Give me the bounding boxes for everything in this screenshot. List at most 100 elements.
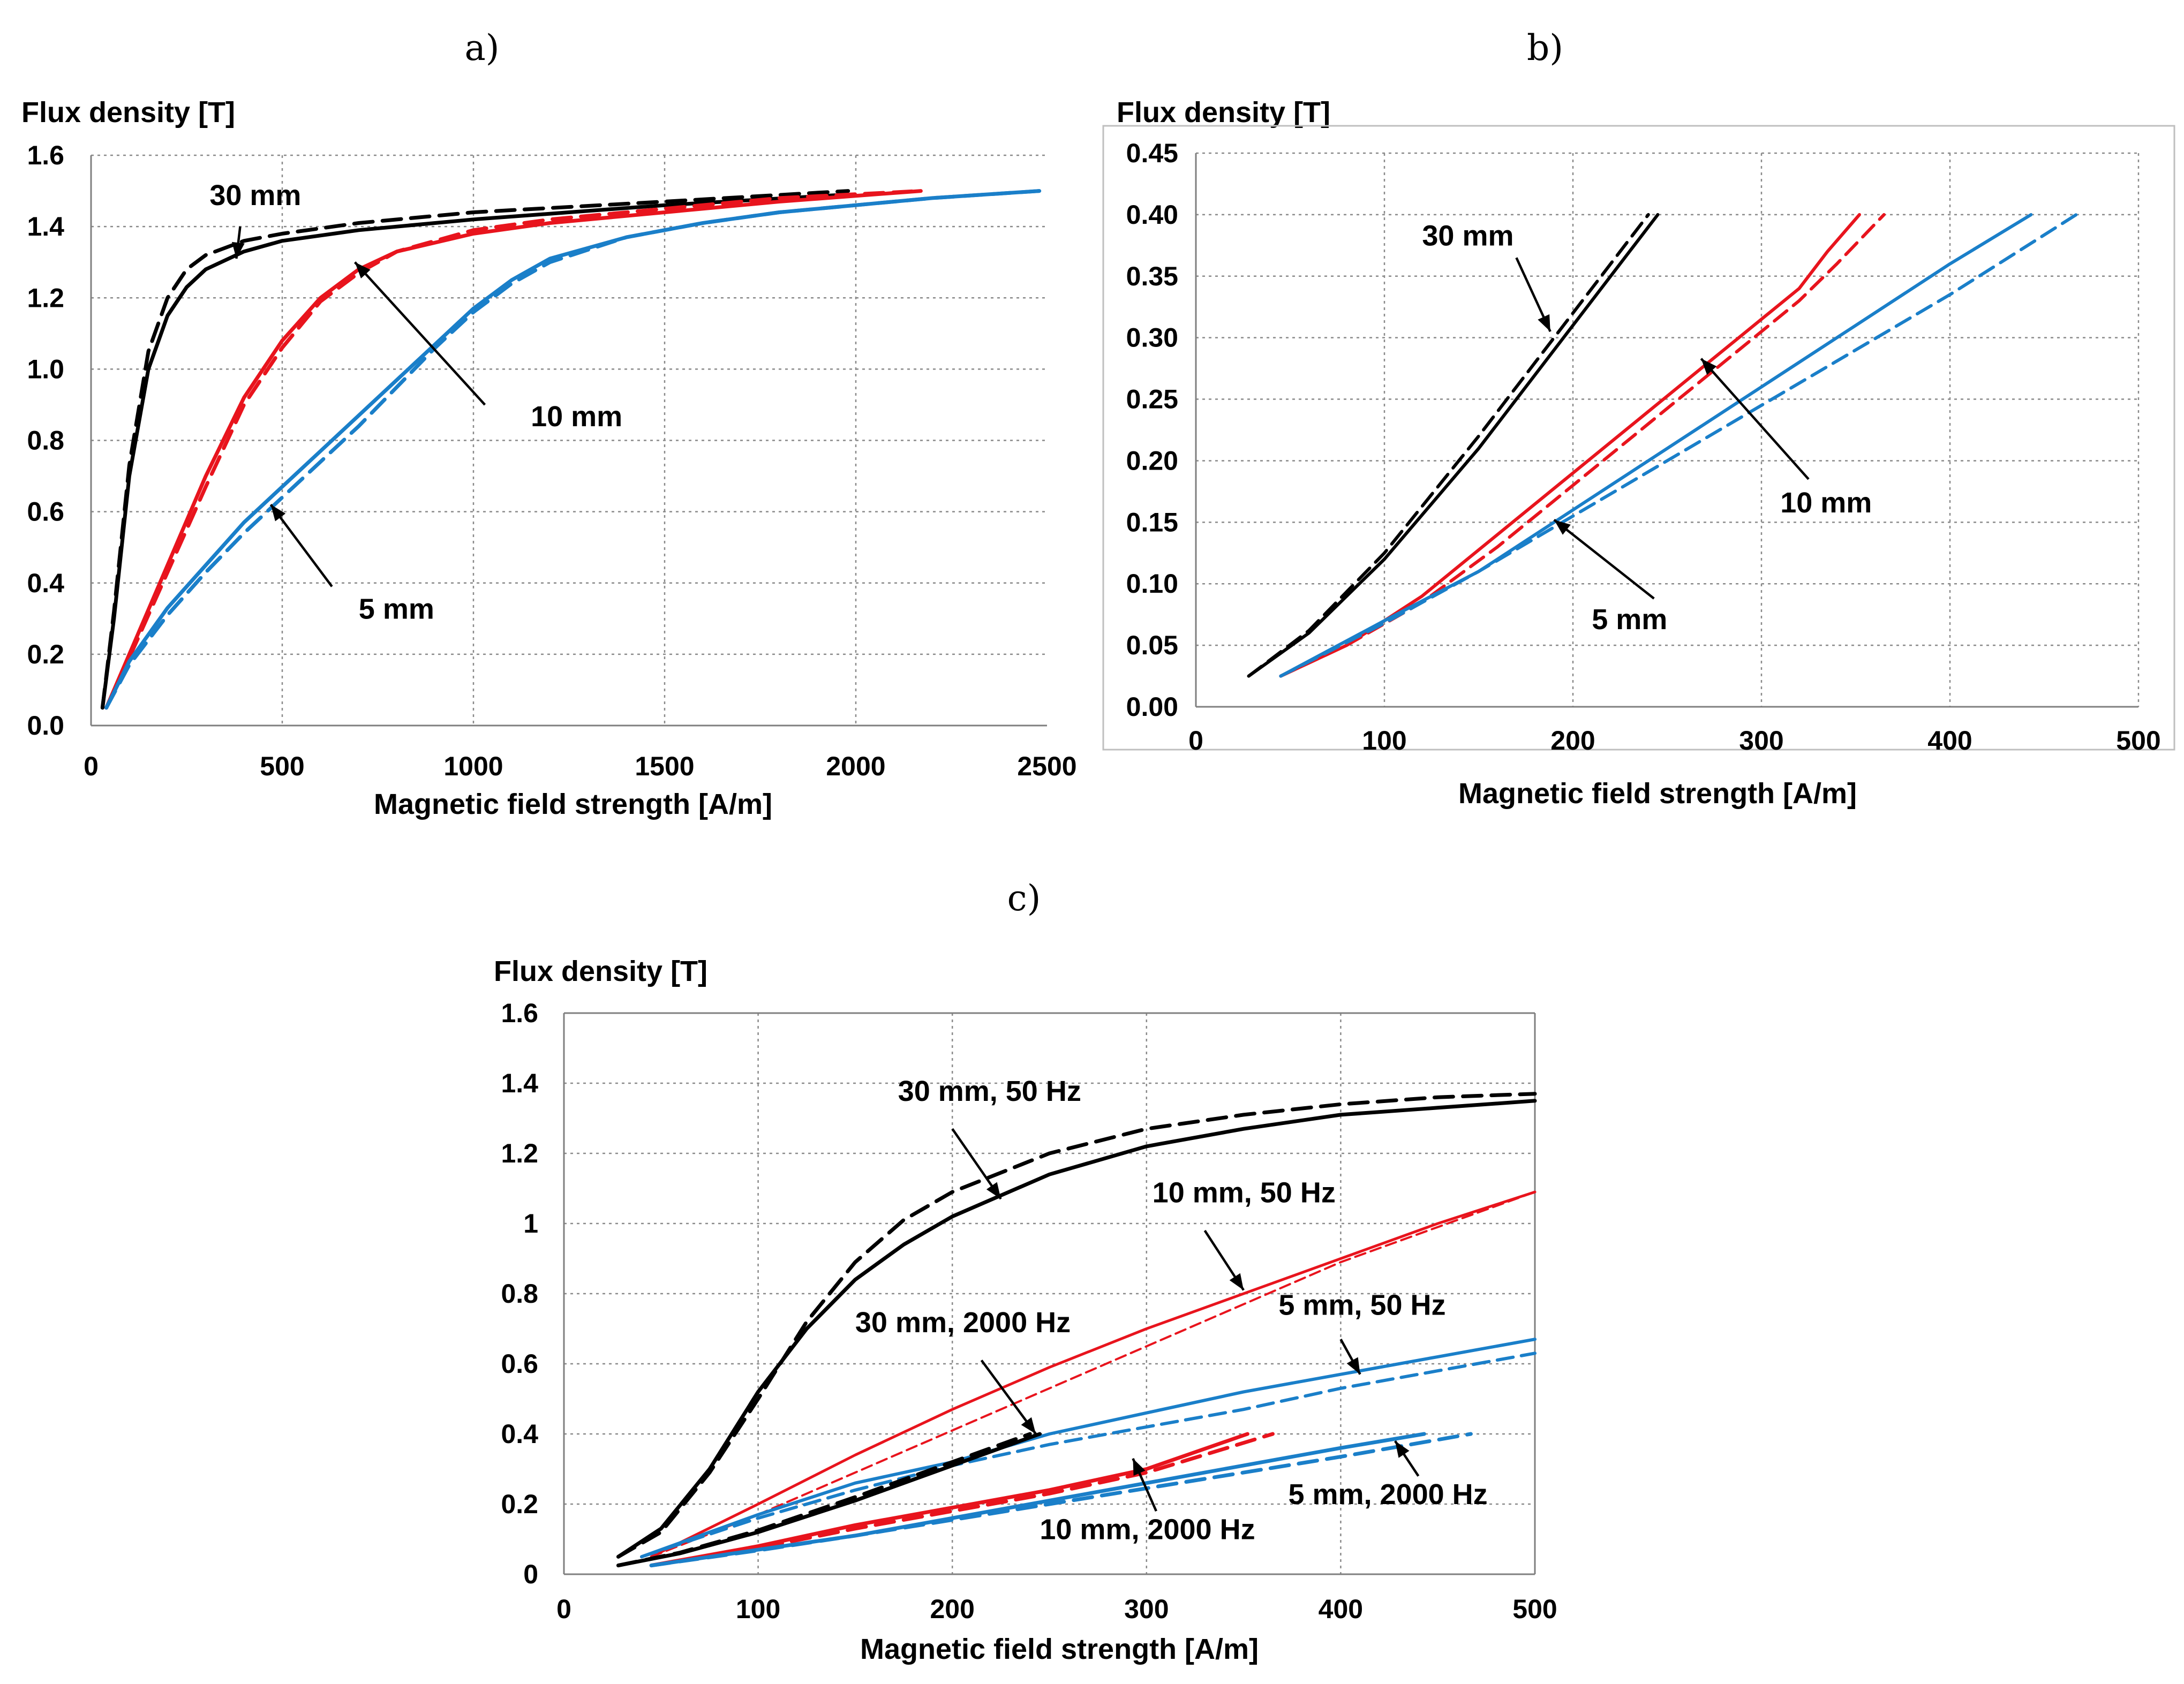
annotation-arrowhead-a-0 [231,241,245,259]
series-line-c-7 [616,1432,1032,1568]
series-line-c-3 [650,1191,1536,1558]
x-tick-label-b-3: 300 [1739,726,1783,756]
x-tick-label-c-1: 100 [736,1594,780,1624]
x-axis-title-c: Magnetic field strength [A/m] [860,1633,1259,1665]
y-tick-label-c-0: 0 [523,1559,538,1589]
panel-a: a) Flux density [T] Magnetic field stren… [21,27,1077,820]
annotation-arrow-a-1 [353,261,486,406]
x-tick-label-a-0: 0 [84,751,99,781]
y-tick-label-c-1: 0.2 [501,1489,538,1519]
annotation-arrow-b-2 [1553,518,1655,600]
panel-b: b) Flux density [T] Magnetic field stren… [1102,27,2175,810]
annotation-label-a-1: 10 mm [531,401,622,433]
x-tick-label-c-4: 400 [1319,1594,1363,1624]
series-line-c-6 [616,1432,1042,1568]
annotation-label-a-0: 30 mm [209,179,301,212]
x-tick-label-a-5: 2500 [1017,751,1076,781]
y-tick-label-a-1: 0.2 [27,639,64,669]
y-axis-title-a: Flux density [T] [21,96,235,129]
y-tick-label-c-4: 0.8 [501,1279,538,1309]
annotation-arrowhead-c-0 [986,1182,1001,1199]
panel-label-b: b) [1527,27,1563,69]
y-axis-title-b: Flux density [T] [1117,96,1330,129]
series-line-a-0 [100,192,850,710]
x-tick-label-a-1: 500 [260,751,304,781]
y-tick-label-a-2: 0.4 [27,568,64,598]
y-tick-label-b-4: 0.20 [1126,445,1178,475]
series-line-b-0 [1247,213,1660,678]
y-tick-label-b-2: 0.10 [1126,569,1178,599]
y-tick-label-c-7: 1.4 [501,1068,538,1098]
x-axis-title-a: Magnetic field strength [A/m] [374,788,772,820]
series-line-b-3 [1279,213,1886,678]
series-line-a-2 [104,189,923,710]
y-tick-label-b-6: 0.30 [1126,323,1178,353]
series-line-c-2 [650,1190,1537,1558]
x-tick-label-c-3: 300 [1124,1594,1169,1624]
y-tick-label-a-3: 0.6 [27,497,64,527]
y-tick-label-a-4: 0.8 [27,426,64,456]
x-tick-label-b-2: 200 [1550,726,1595,756]
panel-label-a: a) [464,27,499,69]
series-line-c-0 [616,1099,1537,1559]
y-tick-label-b-7: 0.35 [1126,261,1178,291]
x-tick-label-b-5: 500 [2116,726,2160,756]
annotation-label-c-0: 30 mm, 50 Hz [898,1075,1081,1107]
series-line-c-1 [616,1092,1537,1559]
y-tick-label-b-8: 0.40 [1126,200,1178,230]
annotation-arrowhead-c-4 [1133,1458,1146,1476]
annotation-label-c-1: 10 mm, 50 Hz [1153,1177,1336,1209]
annotation-label-c-2: 5 mm, 50 Hz [1278,1289,1445,1321]
annotation-arrowhead-b-2 [1554,519,1571,535]
x-tick-label-a-2: 1000 [443,751,503,781]
panel-label-c: c) [1007,878,1041,919]
y-tick-label-a-7: 1.4 [27,212,64,241]
y-tick-label-a-0: 0.0 [27,711,64,741]
annotation-label-a-2: 5 mm [359,593,434,625]
y-tick-label-a-8: 1.6 [27,140,64,170]
annotation-label-b-1: 10 mm [1780,487,1872,519]
annotation-arrowhead-a-2 [270,504,286,522]
annotation-arrowhead-c-1 [1229,1273,1244,1290]
x-tick-label-b-4: 400 [1927,726,1972,756]
plot-area-a: 0.0 0.2 0.4 0.6 0.8 1.0 1.2 1.4 1.6 0 500 1000 1500 2… [27,140,1076,781]
y-tick-label-b-3: 0.15 [1126,507,1178,537]
panel-c: c) Flux density [T] Magnetic field stren… [494,878,1557,1665]
annotation-arrowhead-b-1 [1701,358,1717,375]
annotation-arrowhead-a-1 [355,262,371,278]
x-tick-label-b-1: 100 [1362,726,1406,756]
x-tick-label-c-5: 500 [1512,1594,1557,1624]
series-line-c-9 [649,1432,1275,1568]
y-tick-label-b-5: 0.25 [1126,384,1178,414]
annotation-label-b-2: 5 mm [1592,603,1667,636]
series-line-b-5 [1279,213,2078,678]
series-line-c-5 [640,1351,1537,1559]
series-line-a-3 [104,189,923,710]
series-line-b-1 [1247,213,1650,678]
x-tick-label-b-0: 0 [1188,726,1203,756]
annotation-arrow-b-1 [1700,358,1810,480]
y-tick-label-c-2: 0.4 [501,1419,538,1449]
x-tick-label-c-0: 0 [556,1594,571,1624]
annotation-arrowhead-c-5 [1395,1441,1410,1458]
annotation-arrowhead-c-2 [1346,1357,1360,1375]
series-line-a-4 [104,189,1042,710]
annotation-arrowhead-b-0 [1538,314,1550,332]
y-tick-label-a-5: 1.0 [27,354,64,384]
x-tick-label-a-4: 2000 [826,751,885,781]
plot-area-b: 0.00 0.05 0.10 0.15 0.20 0.25 0.30 0.35 0.40 0.45… [1102,125,2175,756]
x-axis-title-b: Magnetic field strength [A/m] [1458,777,1857,810]
annotation-label-c-3: 30 mm, 2000 Hz [855,1307,1071,1339]
series-line-a-5 [104,189,1042,710]
annotation-arrow-a-2 [269,503,333,587]
y-axis-title-c: Flux density [T] [494,955,707,987]
annotation-arrowhead-c-3 [1021,1417,1036,1434]
y-tick-label-a-6: 1.2 [27,283,64,313]
series-line-c-11 [649,1432,1473,1568]
y-tick-label-b-1: 0.05 [1126,630,1178,660]
x-tick-label-a-3: 1500 [635,751,694,781]
annotation-label-c-5: 5 mm, 2000 Hz [1288,1478,1487,1511]
y-tick-label-c-3: 0.6 [501,1349,538,1379]
series-line-c-8 [649,1432,1249,1568]
